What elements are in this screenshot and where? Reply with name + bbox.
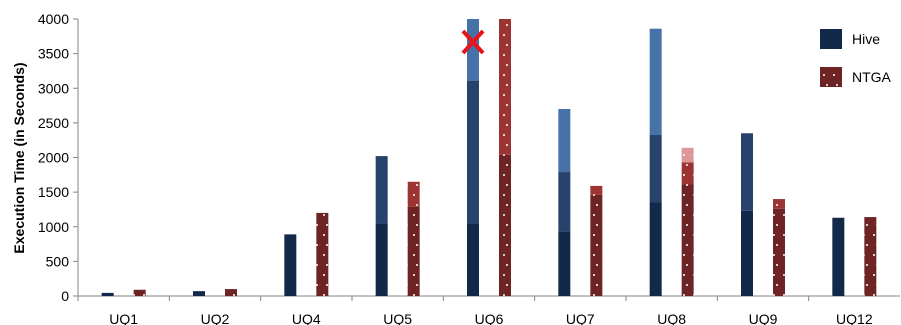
bar-dot-pattern bbox=[499, 154, 511, 296]
bar-dot-pattern bbox=[225, 289, 237, 296]
legend-label: Hive bbox=[852, 31, 880, 47]
bar-dot-pattern bbox=[499, 19, 511, 155]
x-axis: UQ1 UQ2 UQ4 UQ5 UQ6 UQ7 UQ8 UQ9 UQ12 bbox=[77, 295, 900, 325]
bar-dot-pattern bbox=[773, 199, 785, 209]
bar-hive-uq5-seg1 bbox=[375, 223, 388, 296]
bar-hive-uq7-seg2 bbox=[558, 172, 571, 232]
bar-hive-uq4-seg1 bbox=[284, 234, 297, 296]
bar-hive-uq2-seg1 bbox=[193, 291, 205, 296]
x-tick-label: UQ7 bbox=[566, 311, 595, 325]
bar-dot-pattern bbox=[407, 181, 420, 207]
bar-dot-pattern bbox=[681, 162, 694, 185]
y-tick-label: 2500 bbox=[38, 115, 69, 131]
y-axis: 0 500 1000 1500 2000 2500 3000 3500 4000 bbox=[38, 11, 79, 304]
bar-hive-uq1-seg1 bbox=[101, 292, 114, 296]
x-tick-label: UQ6 bbox=[475, 311, 504, 325]
bar-dot-pattern bbox=[590, 185, 603, 195]
bar-dot-pattern bbox=[590, 194, 603, 296]
bar-hive-uq6-seg3 bbox=[467, 19, 479, 81]
failed-x-icon bbox=[461, 29, 485, 55]
y-tick-label: 0 bbox=[61, 288, 69, 304]
y-axis-title: Execution Time (in Seconds) bbox=[11, 62, 27, 253]
y-tick-label: 1000 bbox=[38, 219, 69, 235]
x-tick-label: UQ4 bbox=[292, 311, 321, 325]
bar-dot-pattern bbox=[407, 206, 420, 296]
bar-hive-uq7-seg1 bbox=[558, 231, 571, 296]
bar-hive-uq8-seg2 bbox=[649, 134, 662, 203]
x-tick-label: UQ2 bbox=[201, 311, 230, 325]
x-tick-label: UQ12 bbox=[836, 311, 873, 325]
bar-dot-pattern bbox=[316, 212, 329, 296]
bar-hive-uq5-seg2 bbox=[375, 156, 388, 224]
y-tick-label: 2000 bbox=[38, 150, 69, 166]
y-tick-label: 1500 bbox=[38, 184, 69, 200]
legend-swatch-pattern bbox=[820, 67, 842, 87]
x-tick-label: UQ5 bbox=[383, 311, 412, 325]
bar-hive-uq9-seg2 bbox=[741, 133, 753, 211]
bars-layer bbox=[101, 19, 877, 296]
x-tick-label: UQ8 bbox=[657, 311, 686, 325]
bar-hive-uq7-seg3 bbox=[558, 109, 571, 173]
bar-dot-pattern bbox=[681, 147, 694, 163]
legend-item-hive: Hive bbox=[820, 29, 880, 49]
bar-dot-pattern bbox=[864, 217, 877, 296]
y-tick-label: 3000 bbox=[38, 80, 69, 96]
y-tick-label: 500 bbox=[46, 253, 70, 269]
bar-hive-uq6-seg2 bbox=[467, 80, 479, 224]
markers-layer bbox=[461, 29, 485, 55]
bar-dot-pattern bbox=[133, 289, 146, 296]
legend-item-ntga: NTGA bbox=[820, 67, 892, 87]
bar-hive-uq12-seg1 bbox=[832, 217, 845, 296]
y-tick-label: 3500 bbox=[38, 46, 69, 62]
bar-dot-pattern bbox=[681, 184, 694, 296]
y-tick-label: 4000 bbox=[38, 11, 69, 27]
bar-hive-uq8-seg1 bbox=[649, 202, 662, 296]
bar-dot-pattern bbox=[773, 208, 785, 296]
bar-hive-uq8-seg3 bbox=[649, 28, 662, 135]
legend: Hive NTGA bbox=[820, 29, 892, 87]
x-tick-label: UQ9 bbox=[749, 311, 778, 325]
bar-hive-uq9-seg1 bbox=[741, 210, 753, 296]
x-tick-label: UQ1 bbox=[109, 311, 138, 325]
legend-swatch bbox=[820, 29, 842, 49]
legend-label: NTGA bbox=[852, 69, 892, 85]
bar-hive-uq6-seg1 bbox=[467, 223, 479, 296]
